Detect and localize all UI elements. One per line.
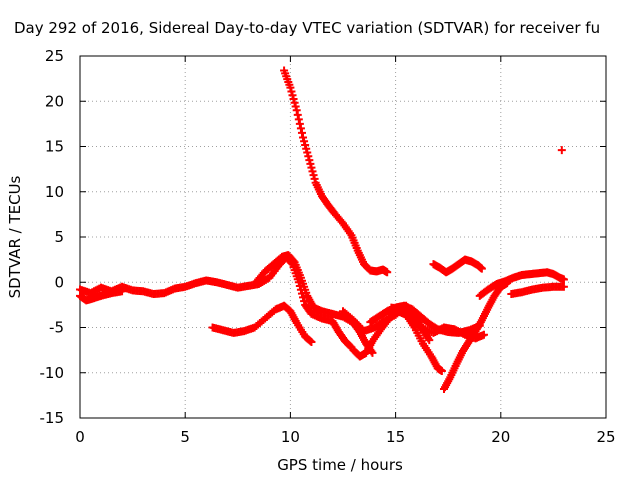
plot-frame bbox=[79, 55, 607, 419]
x-tick-label: 10 bbox=[281, 428, 300, 446]
data-point bbox=[304, 152, 313, 161]
data-point bbox=[300, 137, 309, 146]
y-tick-label: 10 bbox=[45, 183, 64, 201]
data-point bbox=[288, 91, 297, 100]
axis-ticks bbox=[79, 55, 607, 419]
data-point bbox=[293, 110, 302, 119]
data-point bbox=[479, 330, 488, 339]
track-early-start bbox=[76, 287, 127, 305]
x-tick-label: 5 bbox=[180, 428, 190, 446]
data-point bbox=[295, 119, 304, 128]
data-point bbox=[292, 106, 301, 115]
y-tick-label: 20 bbox=[45, 92, 64, 110]
y-tick-label: 25 bbox=[45, 47, 64, 65]
data-point bbox=[437, 366, 446, 375]
data-point bbox=[310, 174, 319, 183]
data-point bbox=[303, 148, 312, 157]
data-point bbox=[559, 282, 568, 291]
data-point bbox=[290, 98, 299, 107]
y-tick-label: -10 bbox=[40, 364, 65, 382]
data-point bbox=[289, 94, 298, 103]
data-point bbox=[291, 102, 300, 111]
track-lower-arc bbox=[208, 301, 316, 346]
x-tick-label: 0 bbox=[75, 428, 85, 446]
chart-title: Day 292 of 2016, Sidereal Day-to-day VTE… bbox=[14, 19, 600, 37]
series-layer bbox=[76, 66, 568, 394]
y-tick-labels: -15 -10 -5 0 5 10 15 20 25 bbox=[40, 47, 65, 427]
track-outlier bbox=[557, 146, 566, 155]
track-steep-descent bbox=[280, 66, 392, 277]
data-point bbox=[306, 159, 315, 168]
data-point bbox=[557, 146, 566, 155]
y-tick-label: -15 bbox=[40, 409, 65, 427]
data-point bbox=[301, 140, 310, 149]
data-point bbox=[309, 171, 318, 180]
data-point bbox=[383, 268, 392, 277]
y-tick-label: -5 bbox=[49, 319, 64, 337]
track-short-hump bbox=[429, 255, 486, 277]
data-point bbox=[425, 336, 434, 345]
x-tick-label: 15 bbox=[386, 428, 405, 446]
y-tick-label: 5 bbox=[54, 228, 64, 246]
data-point bbox=[296, 124, 305, 133]
data-point bbox=[299, 133, 308, 142]
y-tick-label: 0 bbox=[54, 273, 64, 291]
data-point bbox=[477, 264, 486, 273]
data-point bbox=[287, 87, 296, 96]
y-axis-label: SDTVAR / TECUs bbox=[6, 175, 24, 298]
track-second-hump bbox=[252, 251, 377, 357]
grid bbox=[80, 56, 606, 418]
data-point bbox=[294, 115, 303, 124]
x-tick-labels: 0 5 10 15 20 25 bbox=[75, 428, 615, 446]
data-point bbox=[559, 275, 568, 284]
x-tick-label: 25 bbox=[596, 428, 615, 446]
data-point bbox=[302, 144, 311, 153]
data-point bbox=[118, 287, 127, 296]
track-late-lower bbox=[507, 282, 568, 299]
data-point bbox=[307, 163, 316, 172]
data-point bbox=[297, 128, 306, 137]
data-point bbox=[307, 337, 316, 346]
data-point bbox=[286, 83, 295, 92]
data-point bbox=[305, 156, 314, 165]
x-tick-label: 20 bbox=[491, 428, 510, 446]
data-point bbox=[308, 167, 317, 176]
track-late-recovery bbox=[475, 268, 568, 300]
y-tick-label: 15 bbox=[45, 138, 64, 156]
x-axis-label: GPS time / hours bbox=[277, 456, 403, 474]
